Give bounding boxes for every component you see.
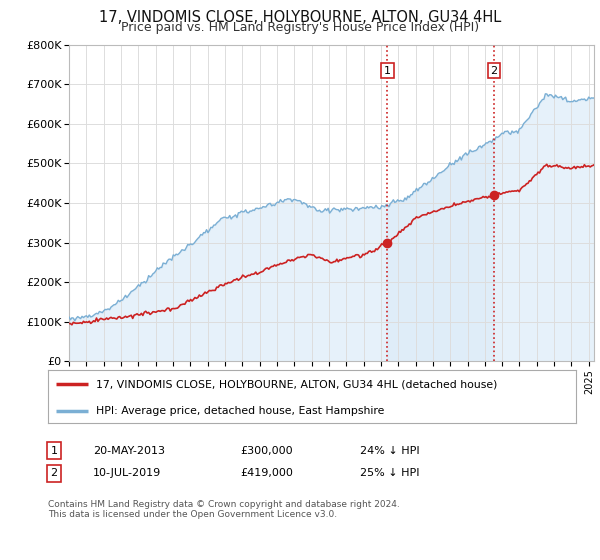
Text: £419,000: £419,000 (240, 468, 293, 478)
Text: 2: 2 (490, 66, 497, 76)
Text: Contains HM Land Registry data © Crown copyright and database right 2024.
This d: Contains HM Land Registry data © Crown c… (48, 500, 400, 519)
Text: 25% ↓ HPI: 25% ↓ HPI (360, 468, 419, 478)
Text: Price paid vs. HM Land Registry's House Price Index (HPI): Price paid vs. HM Land Registry's House … (121, 21, 479, 34)
Text: 2: 2 (50, 468, 58, 478)
Text: 24% ↓ HPI: 24% ↓ HPI (360, 446, 419, 456)
Text: 17, VINDOMIS CLOSE, HOLYBOURNE, ALTON, GU34 4HL (detached house): 17, VINDOMIS CLOSE, HOLYBOURNE, ALTON, G… (95, 380, 497, 390)
Text: £300,000: £300,000 (240, 446, 293, 456)
Text: 20-MAY-2013: 20-MAY-2013 (93, 446, 165, 456)
Text: 1: 1 (384, 66, 391, 76)
Text: 10-JUL-2019: 10-JUL-2019 (93, 468, 161, 478)
Text: 1: 1 (50, 446, 58, 456)
Text: HPI: Average price, detached house, East Hampshire: HPI: Average price, detached house, East… (95, 406, 384, 416)
Text: 17, VINDOMIS CLOSE, HOLYBOURNE, ALTON, GU34 4HL: 17, VINDOMIS CLOSE, HOLYBOURNE, ALTON, G… (99, 10, 501, 25)
